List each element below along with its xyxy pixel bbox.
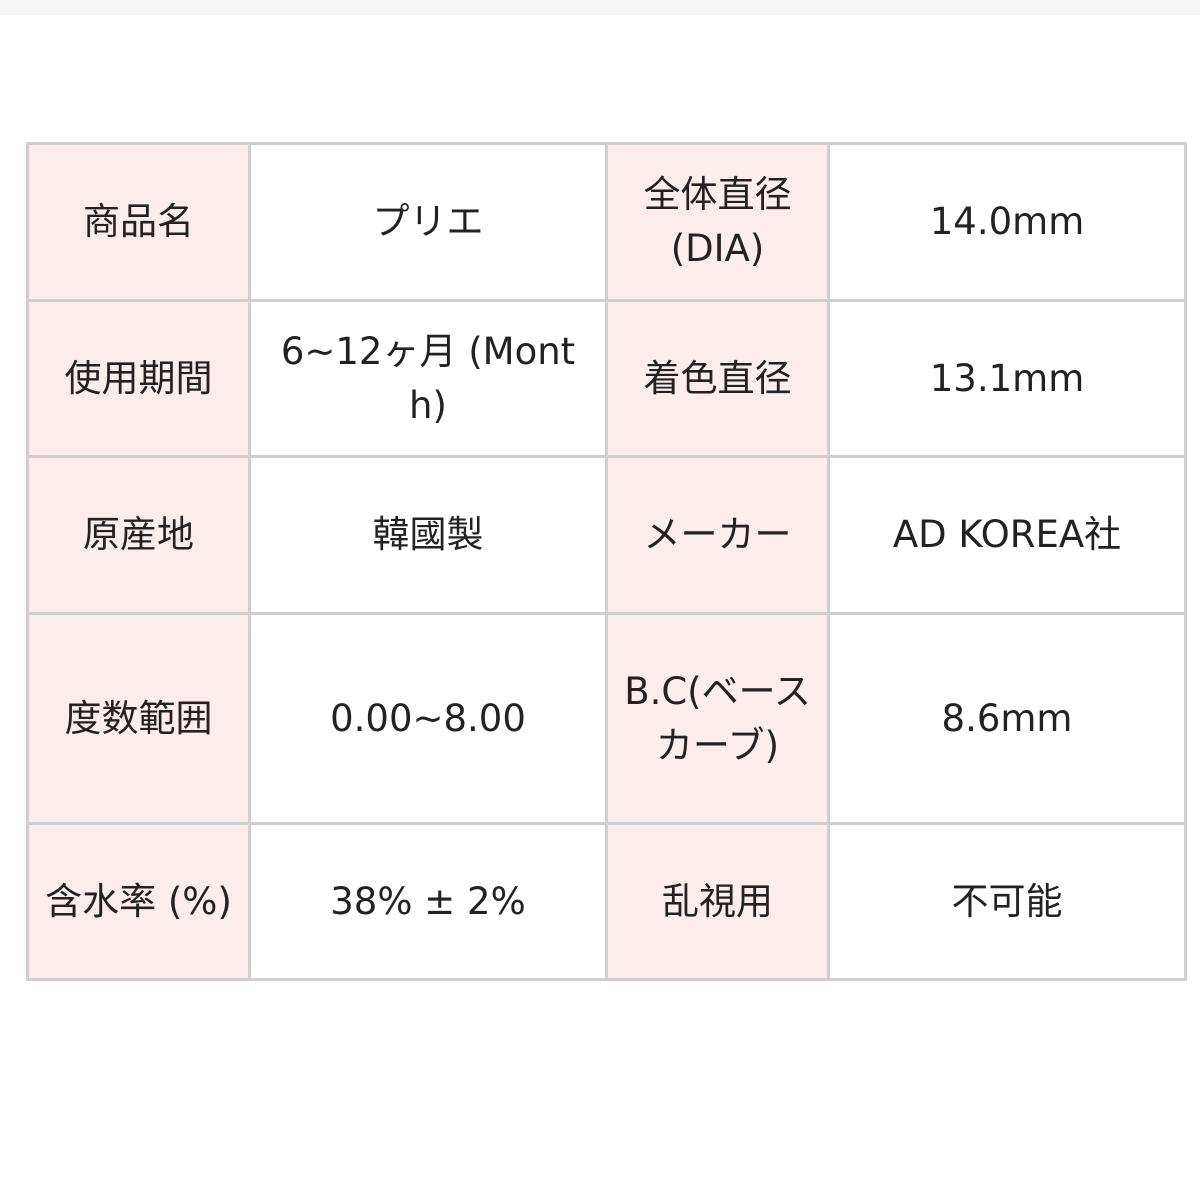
table-row: 度数範囲 0.00~8.00 B.C(ベースカーブ) 8.6mm [26,612,1187,825]
spec-value: 0.00~8.00 [248,612,608,825]
spec-label: メーカー [605,455,830,615]
spec-label: 含水率 (%) [26,822,251,981]
table-row: 商品名 プリエ 全体直径 (DIA) 14.0mm [26,142,1187,302]
spec-value: 38% ± 2% [248,822,608,981]
spec-label: 全体直径 (DIA) [605,142,830,302]
table-row: 原産地 韓國製 メーカー AD KOREA社 [26,455,1187,615]
spec-label: 着色直径 [605,299,830,458]
spec-table: 商品名 プリエ 全体直径 (DIA) 14.0mm 使用期間 6~12ヶ月 (Month)… [26,142,1187,981]
spec-label: 使用期間 [26,299,251,458]
spec-label: 乱視用 [605,822,830,981]
spec-label: 度数範囲 [26,612,251,825]
spec-value: 13.1mm [827,299,1187,458]
spec-label: B.C(ベースカーブ) [605,612,830,825]
spec-value: プリエ [248,142,608,302]
spec-value: 14.0mm [827,142,1187,302]
table-row: 使用期間 6~12ヶ月 (Month) 着色直径 13.1mm [26,299,1187,458]
table-row: 含水率 (%) 38% ± 2% 乱視用 不可能 [26,822,1187,981]
spec-value: 不可能 [827,822,1187,981]
spec-value: 6~12ヶ月 (Month) [248,299,608,458]
spec-label: 原産地 [26,455,251,615]
spec-value: 8.6mm [827,612,1187,825]
spec-value: 韓國製 [248,455,608,615]
spec-label: 商品名 [26,142,251,302]
spec-value: AD KOREA社 [827,455,1187,615]
top-bar [0,0,1200,15]
